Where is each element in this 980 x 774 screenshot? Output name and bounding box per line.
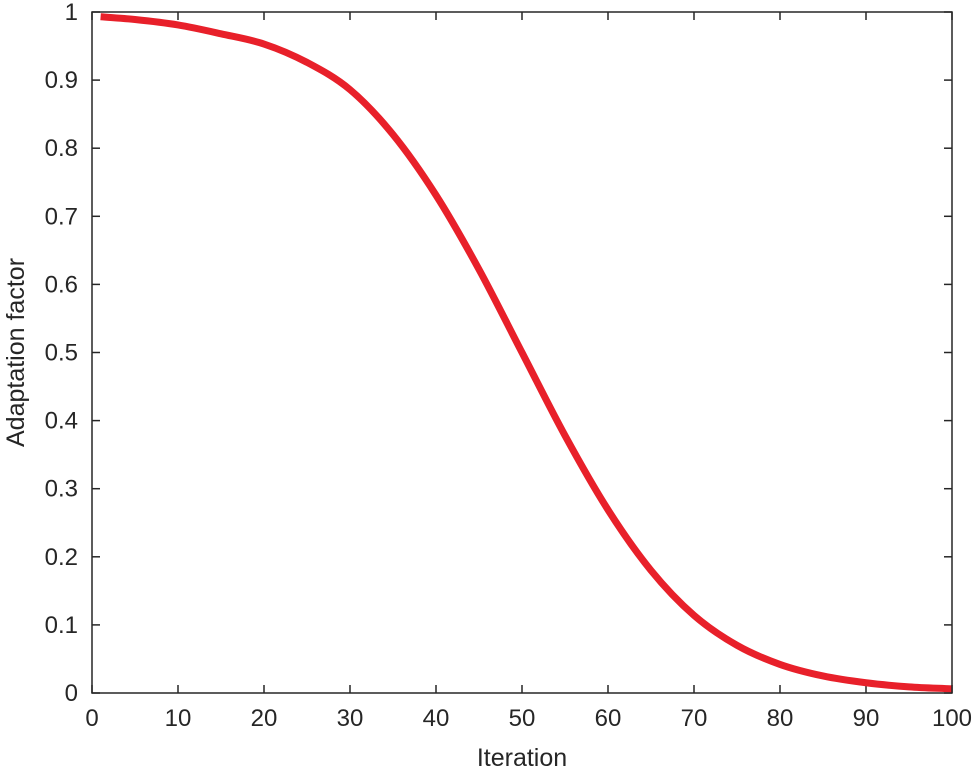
y-tick-label: 0.3: [45, 476, 78, 503]
y-tick-label: 0.2: [45, 544, 78, 571]
x-ticks: 0 10 20 30 40 50 60 70 80 90 100: [85, 12, 972, 732]
y-tick-label: 0.7: [45, 203, 78, 230]
y-tick-label: 0.6: [45, 271, 78, 298]
x-tick-label: 80: [767, 705, 794, 732]
y-axis-label: Adaptation factor: [2, 258, 30, 447]
y-tick-label: 0: [65, 680, 78, 707]
x-tick-label: 50: [509, 705, 536, 732]
x-tick-label: 90: [853, 705, 880, 732]
y-tick-label: 1: [65, 0, 78, 26]
axes-box: [91, 11, 953, 694]
y-ticks: 0 0.1 0.2 0.3 0.4 0.5 0.6 0.7 0.8 0.9 1: [45, 0, 952, 707]
y-tick-label: 0.1: [45, 612, 78, 639]
series-layer: [100, 13, 953, 693]
y-tick-label: 0.4: [45, 408, 78, 435]
x-tick-label: 30: [337, 705, 364, 732]
x-tick-label: 10: [165, 705, 192, 732]
y-tick-label: 0.5: [45, 340, 78, 367]
x-tick-label: 60: [595, 705, 622, 732]
series-line: [100, 13, 953, 693]
x-tick-label: 40: [423, 705, 450, 732]
y-tick-label: 0.8: [45, 135, 78, 162]
x-tick-label: 70: [681, 705, 708, 732]
y-tick-label: 0.9: [45, 67, 78, 94]
x-tick-label: 100: [932, 705, 972, 732]
x-axis-label: Iteration: [477, 744, 567, 772]
x-tick-label: 0: [85, 705, 98, 732]
x-tick-label: 20: [251, 705, 278, 732]
